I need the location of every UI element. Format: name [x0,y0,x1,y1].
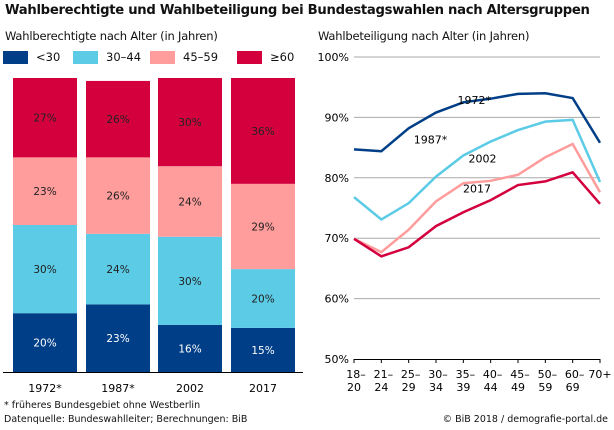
bar-label: 23% [33,186,56,198]
bar-segment [158,166,222,237]
series-line [353,142,602,254]
bar-label: 20% [33,338,56,350]
bar-label: 30% [178,117,201,129]
x-tick-label: 29 [402,381,416,394]
footnote: * früheres Bundesgebiet ohne Westberlin [4,400,201,411]
x-tick-label: 1972* [28,382,62,395]
bar-segment [86,157,150,234]
bar-segment [13,157,77,225]
y-tick-label: 80% [325,172,349,185]
x-tick-label: 18– [346,368,366,381]
x-tick-label: 20 [347,381,361,394]
x-tick-label: 21– [374,368,394,381]
source: Datenquelle: Bundeswahlleiter; Berechnun… [4,414,248,425]
bar-label: 26% [106,191,129,203]
legend-swatch [73,50,98,64]
series-label: 2017 [463,182,491,195]
y-tick-label: 50% [325,353,349,366]
x-tick-label: 2017 [249,382,277,395]
bar-segment [86,233,150,305]
x-tick-label: 39 [456,381,470,394]
x-tick-label: 49 [511,381,525,394]
legend-label: 45–59 [183,50,219,64]
y-tick-label: 70% [325,232,349,245]
series-line [353,170,601,258]
bar-segment [231,327,295,372]
series-label: 1987* [414,133,448,146]
x-tick-label: 59 [538,381,552,394]
bar-segment [231,183,295,270]
legend-label: 30–44 [106,50,142,64]
legend-item: 45–59 [150,50,218,64]
bar-segment [158,236,222,325]
bar-label: 30% [33,264,56,276]
bar-segment [231,78,295,184]
legend-item: 30–44 [73,50,141,64]
y-tick-label: 90% [325,111,349,124]
bar-label: 36% [251,126,274,138]
bar-label: 16% [178,343,201,355]
bar-segment [158,324,222,372]
bar-segment [13,225,77,314]
x-tick-label: 50– [538,368,558,381]
bar-label: 20% [251,294,274,306]
bar-subtitle: Wahlberechtigte nach Alter (in Jahren) [5,29,218,43]
bar-label: 29% [251,221,274,233]
y-tick-label: 60% [325,293,349,306]
x-tick-label: 40– [483,368,503,381]
series-label: 2002 [468,153,496,166]
bar-label: 24% [106,264,129,276]
bar-segment [86,80,150,158]
x-tick-label: 70+ [588,368,611,381]
legend-item: ≥60 [237,50,294,64]
x-tick-label: 35– [456,368,476,381]
legend-swatch [150,50,175,64]
bar-segment [13,78,77,158]
bar-label: 26% [106,114,129,126]
legend-swatch [237,50,262,64]
x-tick-label: 2002 [176,382,204,395]
chart-title: Wahlberechtigte und Wahlbeteiligung bei … [5,3,590,18]
x-tick-label: 30– [428,368,448,381]
x-tick-label: 45– [510,368,530,381]
bar-label: 23% [106,333,129,345]
x-tick-label: 1987* [101,382,135,395]
bar-segment [86,304,150,372]
x-tick-label: 44 [484,381,498,394]
bar-segment [158,78,222,167]
legend-swatch [3,50,28,64]
series-line [353,91,602,153]
x-tick-label: 60– [565,368,585,381]
series-label: 1972* [458,94,492,107]
bar-label: 15% [251,345,274,357]
x-tick-label: 24 [374,381,388,394]
line-subtitle: Wahlbeteiligung nach Alter (in Jahren) [318,29,530,43]
credit: © BiB 2018 / demografie-portal.de [442,414,608,425]
bar-segment [13,313,77,372]
bar-segment [231,269,295,328]
bar-label: 24% [178,196,201,208]
legend-label: <30 [36,50,61,64]
y-tick-label: 100% [318,51,349,64]
bar-label: 30% [178,276,201,288]
x-tick-label: 69 [566,381,580,394]
legend-item: <30 [3,50,60,64]
legend-label: ≥60 [270,50,295,64]
x-tick-label: 34 [429,381,443,394]
x-tick-label: 25– [401,368,421,381]
bar-label: 27% [33,113,56,125]
series-line [353,118,602,221]
